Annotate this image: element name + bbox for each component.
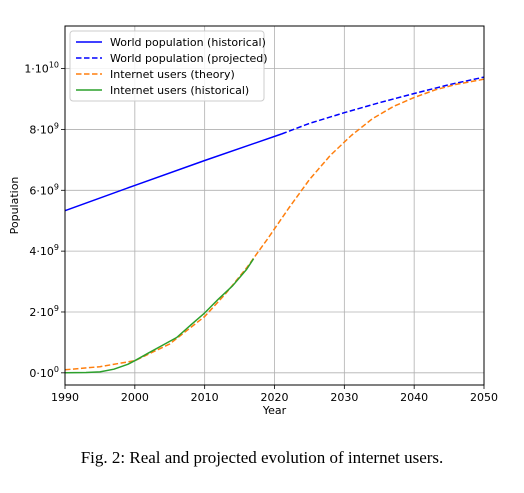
- x-tick-label: 2000: [121, 391, 149, 404]
- y-tick-label: 2·109: [29, 304, 59, 319]
- legend-label: Internet users (historical): [110, 84, 249, 97]
- x-axis-ticks: 1990 2000 2010 2020 2030 2040 2050: [51, 385, 498, 404]
- y-axis-ticks: 0·100 2·109 4·109 6·109 8·109 1·1010: [24, 61, 65, 380]
- figure-caption: Fig. 2: Real and projected evolution of …: [80, 448, 444, 467]
- x-tick-label: 2010: [191, 391, 219, 404]
- x-tick-label: 2030: [330, 391, 358, 404]
- y-tick-label: 0·100: [29, 365, 59, 380]
- x-tick-label: 2020: [261, 391, 289, 404]
- series-line-4: [64, 258, 255, 374]
- line-chart: 1990 2000 2010 2020 2030 2040 2050 0·100 2·109 4…: [8, 25, 498, 417]
- series-line-3: [64, 78, 485, 371]
- x-axis-label: Year: [262, 404, 287, 417]
- y-tick-label: 1·1010: [24, 61, 59, 76]
- series-lines: [64, 76, 485, 374]
- y-tick-label: 6·109: [29, 182, 59, 197]
- x-tick-label: 1990: [51, 391, 79, 404]
- legend: World population (historical) World popul…: [69, 30, 268, 102]
- legend-box: [69, 30, 265, 102]
- y-tick-label: 4·109: [29, 243, 59, 258]
- series-line-1: [64, 133, 282, 212]
- legend-label: Internet users (theory): [110, 68, 235, 81]
- x-tick-label: 2040: [400, 391, 428, 404]
- y-axis-label: Population: [8, 177, 21, 235]
- legend-label: World population (historical): [110, 36, 266, 49]
- series-line-2: [281, 76, 485, 135]
- x-tick-label: 2050: [470, 391, 498, 404]
- legend-label: World population (projected): [110, 52, 268, 65]
- y-tick-label: 8·109: [29, 121, 59, 136]
